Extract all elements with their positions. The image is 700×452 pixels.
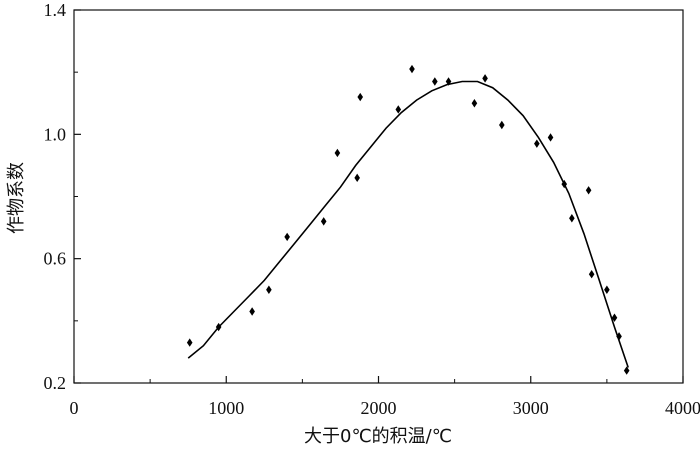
tick-labels: 0 1000 2000 3000 4000 0.2 0.6 1.0 1.4 xyxy=(44,0,700,418)
data-point xyxy=(432,77,438,86)
data-point xyxy=(186,338,193,347)
x-axis-title: 大于0℃的积温/℃ xyxy=(304,426,452,447)
data-point xyxy=(547,133,554,142)
data-point xyxy=(445,77,452,86)
data-point xyxy=(266,285,272,294)
data-point xyxy=(482,74,488,83)
x-tick-label: 3000 xyxy=(513,398,549,418)
data-point xyxy=(334,148,341,158)
data-point xyxy=(249,307,255,316)
data-point xyxy=(320,217,327,226)
data-point xyxy=(395,105,402,114)
data-point xyxy=(623,366,630,375)
data-point xyxy=(616,332,622,341)
y-axis-title: 作物系数 xyxy=(6,162,27,234)
data-point xyxy=(357,92,364,102)
data-point xyxy=(534,139,540,148)
plot-frame xyxy=(73,9,684,384)
data-points xyxy=(186,64,630,375)
x-tick-label: 1000 xyxy=(208,398,244,418)
data-point xyxy=(284,232,290,242)
data-point xyxy=(499,120,505,130)
x-tick-label: 0 xyxy=(70,398,79,418)
y-tick-label: 0.6 xyxy=(44,249,67,269)
data-point xyxy=(611,313,618,322)
data-point xyxy=(354,173,360,183)
data-point xyxy=(604,285,610,294)
y-tick-label: 1.0 xyxy=(44,124,67,144)
x-tick-label: 2000 xyxy=(361,398,397,418)
y-tick-label: 0.2 xyxy=(44,373,67,393)
data-point xyxy=(585,186,592,195)
axis-ticks xyxy=(73,9,684,384)
data-point xyxy=(561,179,568,189)
y-tick-label: 1.4 xyxy=(44,0,67,20)
data-point xyxy=(409,64,415,74)
fitted-curve xyxy=(187,80,629,368)
data-point xyxy=(471,99,478,108)
data-point xyxy=(569,214,575,223)
x-tick-label: 4000 xyxy=(665,398,700,418)
data-point xyxy=(215,322,222,332)
data-point xyxy=(588,270,595,279)
